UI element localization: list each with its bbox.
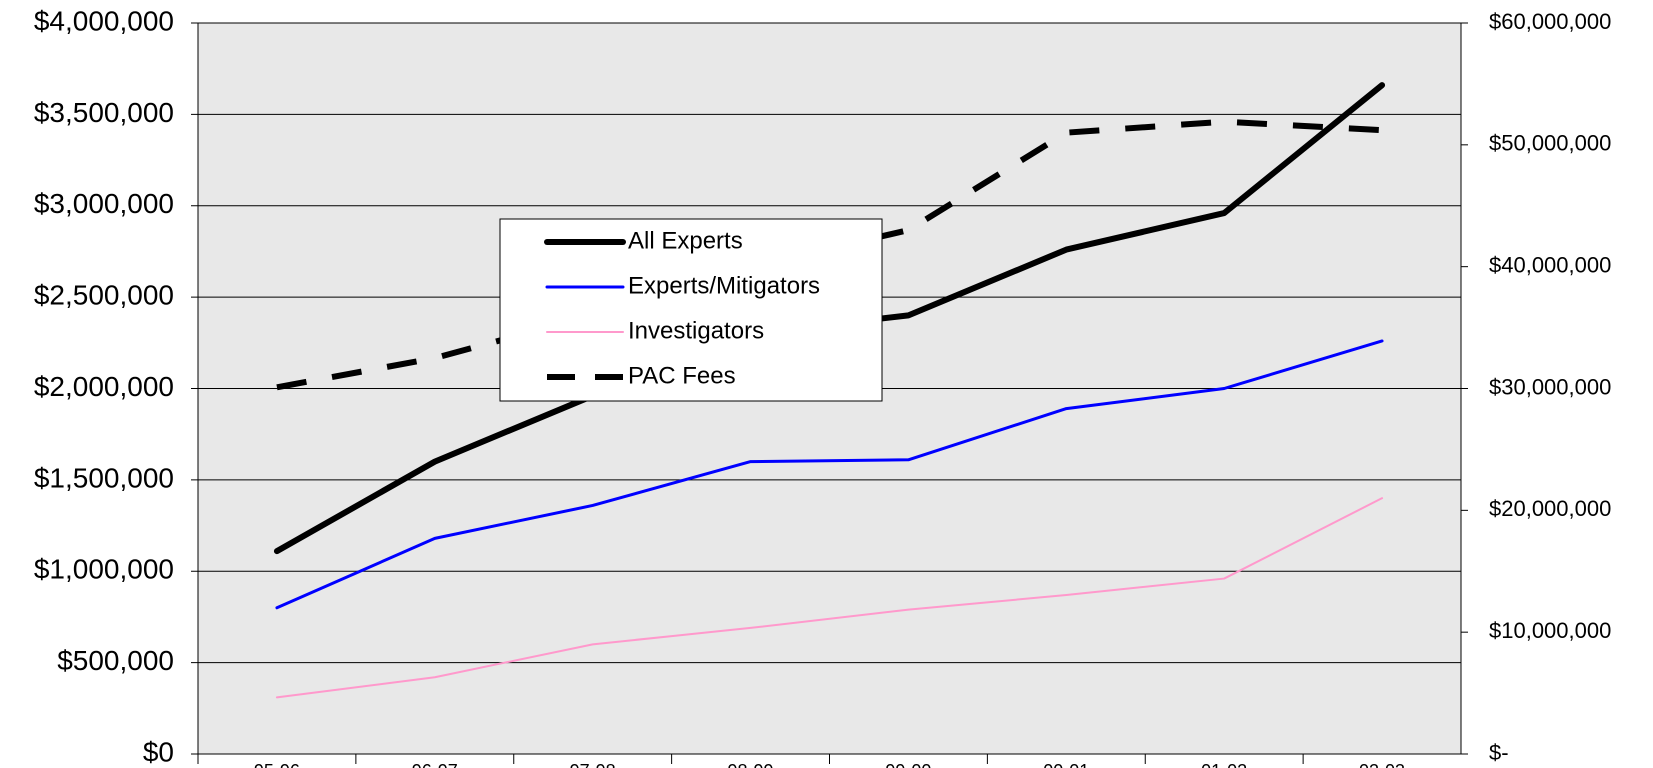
legend-label: PAC Fees bbox=[628, 362, 736, 389]
y2-tick-label: $10,000,000 bbox=[1489, 618, 1611, 643]
y-tick-label: $1,500,000 bbox=[34, 462, 174, 493]
y-tick-label: $3,000,000 bbox=[34, 188, 174, 219]
series-line bbox=[275, 497, 1384, 699]
x-tick-label: 97-98 bbox=[570, 761, 616, 768]
x-tick-label: 02-03 bbox=[1359, 761, 1405, 768]
y2-tick-label: $50,000,000 bbox=[1489, 131, 1611, 156]
y2-tick-label: $20,000,000 bbox=[1489, 496, 1611, 521]
y2-tick-label: $60,000,000 bbox=[1489, 9, 1611, 34]
x-tick-label: 99-00 bbox=[885, 761, 931, 768]
legend-label: All Experts bbox=[628, 227, 743, 254]
legend-box bbox=[499, 218, 883, 402]
x-tick-label: 96-97 bbox=[412, 761, 458, 768]
y2-tick-label: $- bbox=[1489, 740, 1509, 765]
series-line bbox=[275, 339, 1384, 610]
y-tick-label: $0 bbox=[143, 736, 174, 767]
legend-label: Experts/Mitigators bbox=[628, 272, 820, 299]
y-tick-label: $1,000,000 bbox=[34, 554, 174, 585]
y-tick-label: $500,000 bbox=[57, 645, 174, 676]
x-tick-label: 00-01 bbox=[1043, 761, 1089, 768]
y-tick-label: $2,000,000 bbox=[34, 371, 174, 402]
y2-tick-label: $30,000,000 bbox=[1489, 374, 1611, 399]
x-tick-label: 98-99 bbox=[728, 761, 774, 768]
y-tick-label: $2,500,000 bbox=[34, 280, 174, 311]
x-tick-label: 01-02 bbox=[1201, 761, 1247, 768]
y-tick-label: $4,000,000 bbox=[34, 5, 174, 36]
legend-label: Investigators bbox=[628, 317, 764, 344]
legend: All Experts Experts/Mitigators Investigato… bbox=[499, 218, 883, 402]
y-tick-label: $3,500,000 bbox=[34, 97, 174, 128]
y2-tick-label: $40,000,000 bbox=[1489, 252, 1611, 277]
x-tick-label: 95-96 bbox=[254, 761, 300, 768]
